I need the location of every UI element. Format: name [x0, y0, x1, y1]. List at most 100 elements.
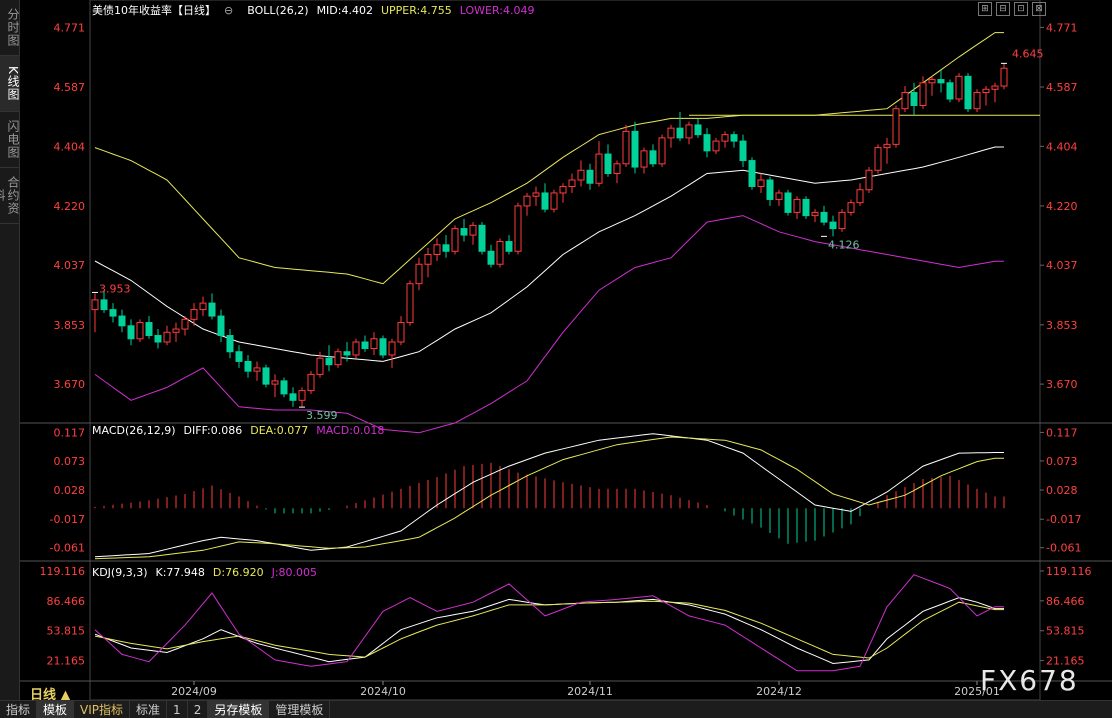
candle-body	[658, 137, 666, 165]
candle-body	[172, 328, 180, 333]
candle-body	[307, 373, 315, 392]
candle-body	[748, 160, 756, 187]
main-tick-left-6: 3.670	[54, 378, 86, 391]
macd-legend-3: MACD:0.018	[316, 424, 384, 437]
macd-tick-left-0: 0.117	[54, 426, 86, 439]
candle-body	[145, 322, 153, 337]
candle-body	[361, 341, 369, 349]
candle-body	[91, 299, 99, 311]
candle-body	[136, 322, 144, 340]
candle-body	[991, 85, 999, 90]
macd-tick-left-3: -0.017	[50, 513, 85, 526]
candle-body	[586, 169, 594, 184]
main-tick-right-4: 4.037	[1046, 259, 1078, 272]
kdj-tick-right-3: 21.165	[1046, 655, 1085, 668]
plot-frame	[89, 0, 1041, 700]
macd-tick-right-0: 0.117	[1046, 426, 1078, 439]
candle-body	[604, 153, 612, 175]
main-tick-left-1: 4.587	[54, 81, 86, 94]
kdj-legend-0: KDJ(9,3,3)	[92, 566, 148, 579]
bottom-toolbar: 指标 模板 VIP指标 标准 1 2 另存模板 管理模板	[0, 700, 1112, 718]
candle-body	[280, 380, 288, 395]
tab-flash[interactable]: 闪电图	[0, 112, 20, 168]
tab-kline[interactable]: K线图	[0, 56, 20, 112]
template-tab[interactable]: 模板	[37, 700, 75, 718]
standard-tab[interactable]: 标准	[130, 700, 168, 718]
candle-body	[865, 169, 873, 191]
period-selector-button[interactable]: 日线 ▲	[30, 688, 71, 703]
candle-body	[163, 331, 171, 343]
candle-body	[676, 127, 684, 139]
left-tab-bar: 分时图 K线图 闪电图 合约资料	[0, 0, 20, 700]
candle-body	[442, 244, 450, 252]
candle-body	[721, 134, 729, 142]
kdj-tick-left-2: 53.815	[47, 625, 86, 638]
save-template-button[interactable]: 另存模板	[208, 700, 270, 718]
tab-timeshare[interactable]: 分时图	[0, 0, 20, 56]
fx678-watermark: FX678	[980, 664, 1079, 697]
annotation-low-sep: 3.599	[306, 409, 338, 422]
candle-body	[793, 198, 801, 213]
main-tick-left-4: 4.037	[54, 259, 86, 272]
indicator-tab[interactable]: 指标	[0, 700, 38, 718]
main-tick-right-1: 4.587	[1046, 81, 1078, 94]
candle-body	[784, 192, 792, 213]
window-controls: ⊞ ⊟ ⊡ ⊠	[978, 2, 1046, 16]
main-tick-left-2: 4.404	[54, 140, 86, 153]
main-tick-right-5: 3.853	[1046, 319, 1078, 332]
candle-body	[460, 228, 468, 236]
candle-body	[613, 163, 621, 175]
candle-body	[127, 325, 135, 340]
minimize-icon[interactable]: ⊟	[996, 2, 1010, 16]
candle-body	[712, 140, 720, 152]
kdj-legend-3: J:80.005	[271, 566, 317, 579]
kdj-j-line	[94, 574, 1004, 672]
candle-body	[181, 318, 189, 330]
candle-body	[208, 302, 216, 317]
candle-body	[874, 147, 882, 171]
candle-body	[523, 195, 531, 207]
candle-body	[946, 82, 954, 100]
template-1-tab[interactable]: 1	[167, 700, 188, 718]
candle-body	[856, 189, 864, 204]
main-legend-5: UPPER:4.755	[381, 4, 452, 17]
restore-icon[interactable]: ⊡	[1014, 2, 1028, 16]
candle-body	[649, 150, 657, 165]
candle-body	[829, 221, 837, 230]
candle-body	[199, 302, 207, 311]
layout-grid-icon[interactable]: ⊞	[978, 2, 992, 16]
annotation-start-high: 3.953	[99, 282, 131, 295]
main-tick-left-3: 4.220	[54, 200, 86, 213]
macd-tick-left-2: 0.028	[54, 484, 86, 497]
candle-body	[505, 241, 513, 252]
candle-body	[919, 82, 927, 106]
kdj-tick-right-0: 119.116	[1046, 565, 1092, 578]
candle-body	[811, 211, 819, 217]
kdj-tick-left-1: 86.466	[47, 595, 86, 608]
macd-tick-right-1: 0.073	[1046, 455, 1078, 468]
vip-indicator-tab[interactable]: VIP指标	[74, 700, 131, 718]
close-icon[interactable]: ⊠	[1032, 2, 1046, 16]
main-legend-3: BOLL(26,2)	[247, 4, 308, 17]
boll-upper-line	[94, 32, 1004, 285]
manage-template-button[interactable]: 管理模板	[269, 700, 331, 718]
candle-body	[370, 338, 378, 349]
candle-body	[820, 211, 828, 223]
candle-body	[325, 357, 333, 366]
macd-legend-1: DIFF:0.086	[184, 424, 243, 437]
candle-body	[406, 283, 414, 324]
candle-body	[343, 351, 351, 356]
candle-body	[226, 335, 234, 353]
candle-body	[262, 367, 270, 385]
candle-body	[334, 351, 342, 366]
main-legend-0: 美债10年收益率【日线】	[92, 3, 216, 17]
boll-mid-line	[94, 146, 1004, 362]
tab-contract-info[interactable]: 合约资料	[0, 168, 20, 224]
candle-body	[640, 150, 648, 168]
candle-body	[577, 169, 585, 181]
annotation-last-price: 4.645	[1012, 47, 1044, 60]
main-tick-right-6: 3.670	[1046, 378, 1078, 391]
candle-body	[487, 250, 495, 265]
template-2-tab[interactable]: 2	[188, 700, 209, 718]
candle-body	[766, 179, 774, 200]
